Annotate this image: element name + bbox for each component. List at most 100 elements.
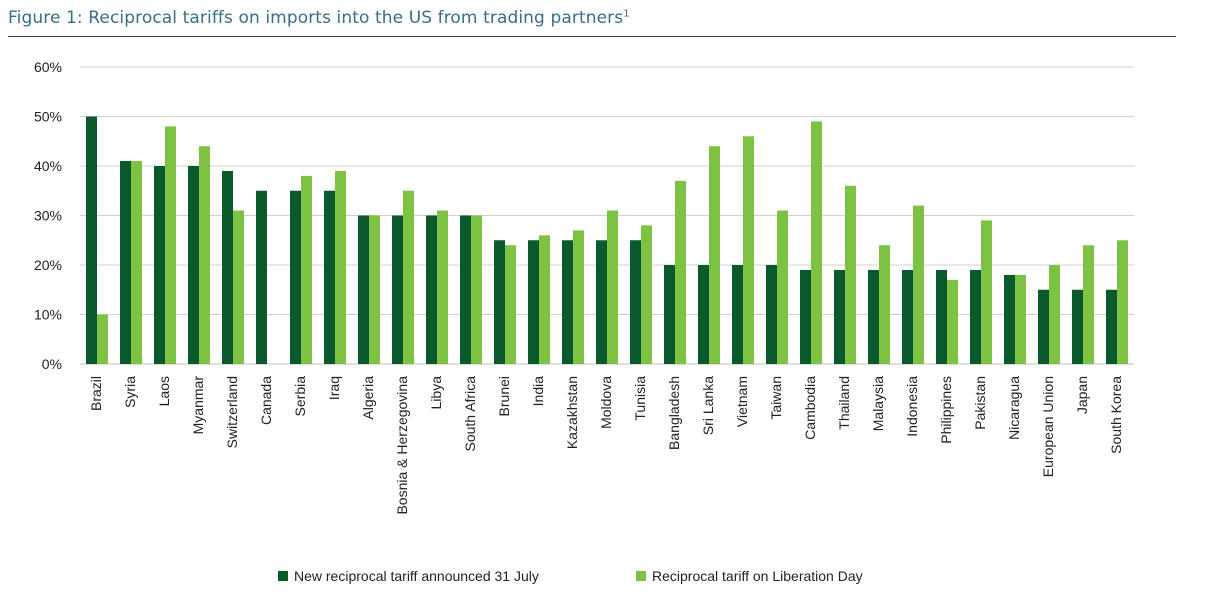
bar-liberation-day — [743, 136, 754, 364]
y-tick-label: 10% — [34, 307, 62, 323]
bar-new-tariff — [1072, 289, 1083, 364]
bar-new-tariff — [1038, 289, 1049, 364]
bar-liberation-day — [811, 121, 822, 364]
bar-new-tariff — [936, 269, 947, 364]
bar-new-tariff — [188, 166, 199, 364]
bar-liberation-day — [301, 175, 312, 364]
x-category-label: Malaysia — [870, 376, 886, 431]
x-category-label: South Africa — [462, 376, 478, 452]
legend-label-new: New reciprocal tariff announced 31 July — [294, 568, 539, 584]
bar-new-tariff — [460, 215, 471, 364]
x-category-label: Sri Lanka — [700, 376, 716, 435]
x-category-label: Canada — [258, 376, 274, 425]
tariff-bar-chart: 0% 10% 20% 30% 40% 50% 60% Brazil Syria Laos Myan… — [34, 59, 1134, 515]
x-category-label: Bosnia & Herzegovina — [394, 376, 410, 515]
x-category-label: Vietnam — [734, 376, 750, 427]
bar-liberation-day — [233, 210, 244, 364]
bar-new-tariff — [528, 240, 539, 364]
x-category-label: Serbia — [292, 376, 308, 417]
x-category-label: Brazil — [88, 376, 104, 411]
bar-liberation-day — [1083, 245, 1094, 364]
bar-liberation-day — [199, 146, 210, 364]
x-category-label: Syria — [122, 376, 138, 408]
figure-title-bar: Figure 1: Reciprocal tariffs on imports … — [8, 6, 1176, 37]
y-tick-label: 60% — [34, 59, 62, 75]
bar-new-tariff — [664, 265, 675, 364]
bar-liberation-day — [607, 210, 618, 364]
x-axis: Brazil Syria Laos Myanmar Switzerland Canada S… — [88, 376, 1124, 515]
bar-new-tariff — [562, 240, 573, 364]
x-category-label: Taiwan — [768, 376, 784, 420]
bar-new-tariff — [154, 166, 165, 364]
bar-new-tariff — [1106, 289, 1117, 364]
bar-new-tariff — [902, 269, 913, 364]
bar-liberation-day — [403, 190, 414, 364]
figure-title-text: Figure 1: Reciprocal tariffs on imports … — [8, 8, 624, 28]
bar-new-tariff — [426, 215, 437, 364]
bar-new-tariff — [120, 161, 131, 364]
title-footnote-marker: 1 — [623, 8, 630, 20]
y-tick-label: 20% — [34, 257, 62, 273]
x-category-label: Japan — [1074, 376, 1090, 414]
bar-liberation-day — [369, 215, 380, 364]
bar-new-tariff — [290, 190, 301, 364]
x-category-label: South Korea — [1108, 376, 1124, 454]
gridlines — [80, 66, 1134, 365]
bar-liberation-day — [879, 245, 890, 364]
x-category-label: Cambodia — [802, 376, 818, 440]
bar-liberation-day — [675, 180, 686, 364]
x-category-label: Iraq — [326, 376, 342, 400]
x-category-label: Libya — [428, 376, 444, 410]
bar-new-tariff — [970, 269, 981, 364]
x-category-label: Moldova — [598, 376, 614, 429]
x-category-label: Kazakhstan — [564, 376, 580, 449]
bars — [86, 116, 1128, 365]
bar-new-tariff — [868, 269, 879, 364]
bar-liberation-day — [981, 220, 992, 364]
bar-liberation-day — [471, 215, 482, 364]
x-category-label: Nicaragua — [1006, 376, 1022, 440]
bar-new-tariff — [494, 240, 505, 364]
bar-liberation-day — [505, 245, 516, 364]
y-tick-label: 50% — [34, 109, 62, 125]
bar-new-tariff — [358, 215, 369, 364]
x-category-label: Bangladesh — [666, 376, 682, 450]
bar-new-tariff — [256, 190, 267, 364]
y-tick-label: 40% — [34, 158, 62, 174]
bar-liberation-day — [845, 185, 856, 364]
bar-new-tariff — [732, 265, 743, 364]
bar-liberation-day — [1049, 265, 1060, 364]
bar-new-tariff — [766, 265, 777, 364]
x-category-label: European Union — [1040, 376, 1056, 477]
bar-liberation-day — [913, 205, 924, 364]
legend-swatch-new — [278, 571, 288, 581]
bar-liberation-day — [539, 235, 550, 364]
bar-liberation-day — [777, 210, 788, 364]
bar-new-tariff — [630, 240, 641, 364]
bar-liberation-day — [573, 230, 584, 364]
x-category-label: Philippines — [938, 376, 954, 444]
x-category-label: Brunei — [496, 376, 512, 416]
legend-item-new: New reciprocal tariff announced 31 July — [278, 566, 539, 586]
bar-new-tariff — [86, 116, 97, 364]
legend-label-liberation: Reciprocal tariff on Liberation Day — [652, 568, 863, 584]
bar-liberation-day — [1117, 240, 1128, 364]
bar-new-tariff — [698, 265, 709, 364]
chart-legend: New reciprocal tariff announced 31 July … — [0, 566, 1208, 586]
bar-liberation-day — [97, 314, 108, 364]
bar-liberation-day — [131, 161, 142, 364]
bar-liberation-day — [1015, 274, 1026, 364]
bar-new-tariff — [392, 215, 403, 364]
bar-new-tariff — [596, 240, 607, 364]
bar-new-tariff — [834, 269, 845, 364]
x-category-label: Laos — [156, 376, 172, 406]
figure-title: Figure 1: Reciprocal tariffs on imports … — [8, 6, 1176, 30]
x-category-label: Pakistan — [972, 376, 988, 430]
x-category-label: Indonesia — [904, 376, 920, 437]
x-category-label: India — [530, 376, 546, 407]
bar-liberation-day — [165, 126, 176, 365]
legend-swatch-liberation — [636, 571, 646, 581]
x-category-label: Tunisia — [632, 376, 648, 421]
legend-item-liberation: Reciprocal tariff on Liberation Day — [636, 566, 863, 586]
y-tick-label: 30% — [34, 208, 62, 224]
